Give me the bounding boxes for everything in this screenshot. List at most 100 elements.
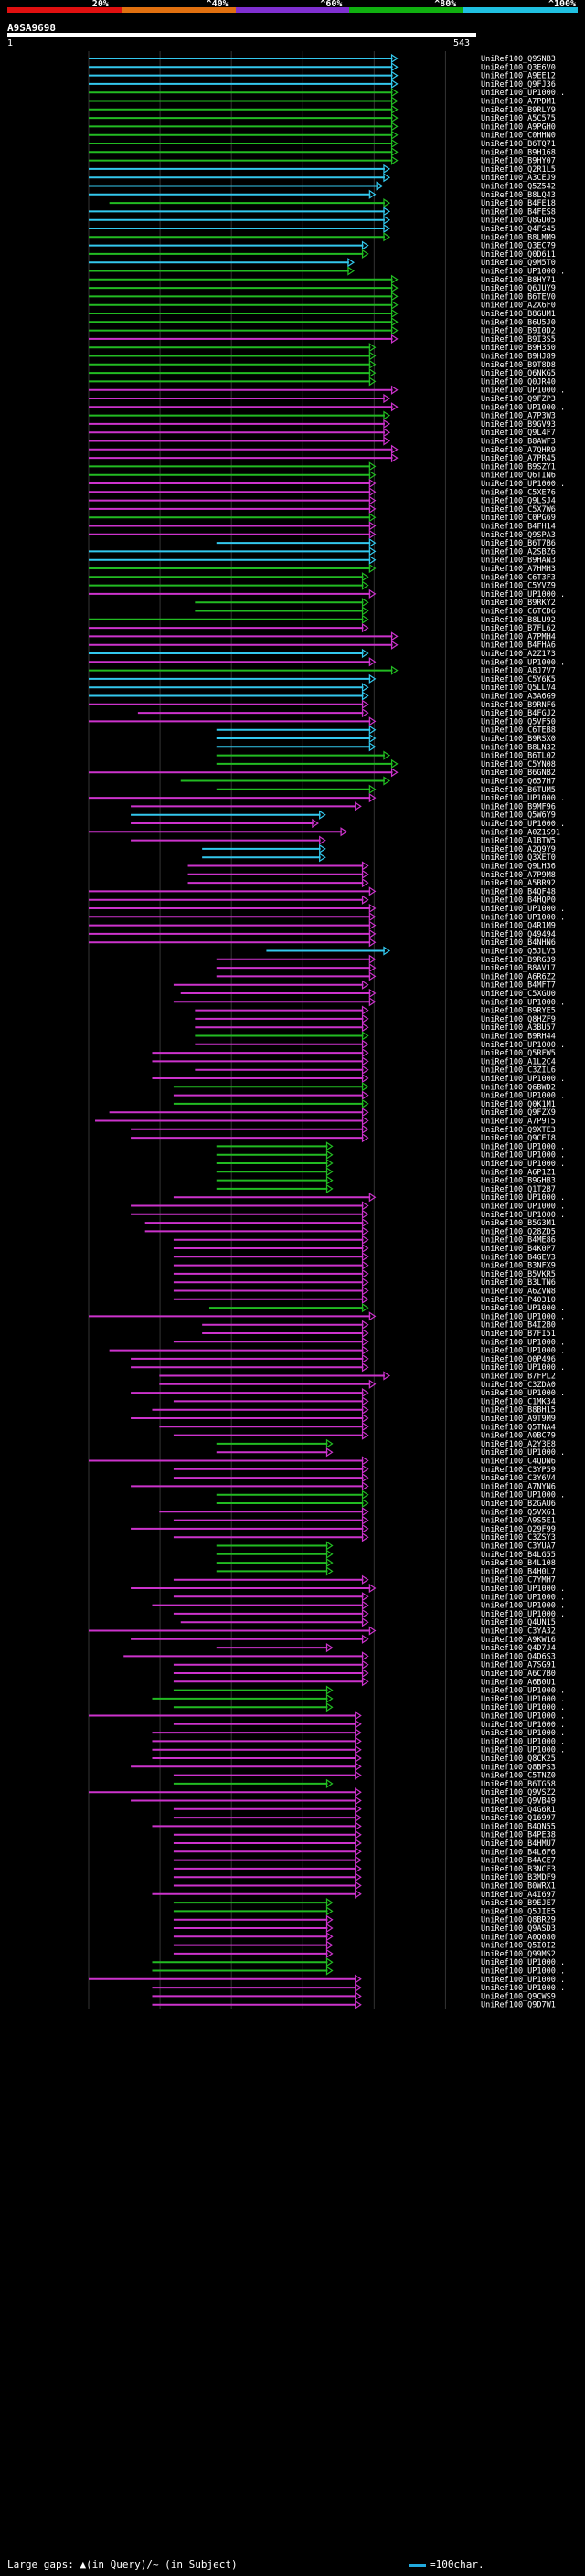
hit-label[interactable]: UniRef100_UP1000.. (481, 1593, 565, 1602)
hit-label[interactable]: UniRef100_B0WRX1 (481, 1882, 556, 1892)
hit-label[interactable]: UniRef100_Q9M5T0 (481, 259, 556, 268)
hit-label[interactable]: UniRef100_UP1000.. (481, 1363, 565, 1373)
hit-label[interactable]: UniRef100_C6T3F3 (481, 573, 556, 582)
hit-label[interactable]: UniRef100_C5YN08 (481, 760, 556, 769)
hit-label[interactable]: UniRef100_B9HJ89 (481, 353, 556, 362)
hit-label[interactable]: UniRef100_Q28ZD5 (481, 1227, 556, 1236)
hit-label[interactable]: UniRef100_A6C7B0 (481, 1670, 556, 1679)
hit-label[interactable]: UniRef100_A0Q080 (481, 1933, 556, 1942)
hit-label[interactable]: UniRef100_B2GAU6 (481, 1500, 556, 1509)
hit-label[interactable]: UniRef100_A6B0U1 (481, 1678, 556, 1687)
hit-label[interactable]: UniRef100_B4FHA6 (481, 641, 556, 651)
hit-label[interactable]: UniRef100_A2SBZ6 (481, 547, 556, 557)
hit-label[interactable]: UniRef100_B5VKR5 (481, 1270, 556, 1279)
hit-label[interactable]: UniRef100_UP1000.. (481, 1203, 565, 1212)
hit-label[interactable]: UniRef100_A2Y3E8 (481, 1440, 556, 1449)
hit-label[interactable]: UniRef100_UP1000.. (481, 1160, 565, 1169)
hit-label[interactable]: UniRef100_Q4G6R1 (481, 1806, 556, 1815)
hit-label[interactable]: UniRef100_C5XGU0 (481, 990, 556, 999)
hit-label[interactable]: UniRef100_C6TCD6 (481, 608, 556, 617)
hit-label[interactable]: UniRef100_UP1000.. (481, 89, 565, 98)
hit-label[interactable]: UniRef100_B6U5J0 (481, 318, 556, 327)
hit-label[interactable]: UniRef100_B9I0D2 (481, 327, 556, 336)
hit-label[interactable]: UniRef100_A9EE12 (481, 72, 556, 81)
hit-label[interactable]: UniRef100_B8HY71 (481, 276, 556, 285)
hit-label[interactable]: UniRef100_UP1000.. (481, 1737, 565, 1746)
hit-label[interactable]: UniRef100_B8LU92 (481, 616, 556, 625)
hit-label[interactable]: UniRef100_B8LMM9 (481, 233, 556, 242)
hit-label[interactable]: UniRef100_UP1000.. (481, 1304, 565, 1313)
hit-label[interactable]: UniRef100_Q6TIN6 (481, 472, 556, 481)
hit-label[interactable]: UniRef100_Q4FS45 (481, 225, 556, 234)
hit-label[interactable]: UniRef100_B4H0L7 (481, 1567, 556, 1576)
hit-label[interactable]: UniRef100_B4FH14 (481, 523, 556, 532)
hit-label[interactable]: UniRef100_UP1000.. (481, 1389, 565, 1398)
hit-label[interactable]: UniRef100_C6TEB8 (481, 726, 556, 736)
hit-label[interactable]: UniRef100_B9RG39 (481, 956, 556, 965)
hit-label[interactable]: UniRef100_A3A6G9 (481, 693, 556, 702)
hit-label[interactable]: UniRef100_B3LTN6 (481, 1278, 556, 1288)
hit-label[interactable]: UniRef100_UP1000.. (481, 1967, 565, 1977)
hit-label[interactable]: UniRef100_Q9VB49 (481, 1797, 556, 1807)
hit-label[interactable]: UniRef100_C7YMH7 (481, 1576, 556, 1585)
hit-label[interactable]: UniRef100_UP1000.. (481, 1703, 565, 1712)
hit-label[interactable]: UniRef100_C4QDN6 (481, 1458, 556, 1467)
hit-label[interactable]: UniRef100_Q9FJ36 (481, 80, 556, 90)
hit-label[interactable]: UniRef100_UP1000.. (481, 1695, 565, 1704)
hit-label[interactable]: UniRef100_B8AV17 (481, 964, 556, 973)
hit-label[interactable]: UniRef100_Q6NKG5 (481, 369, 556, 378)
hit-label[interactable]: UniRef100_B9RH44 (481, 1033, 556, 1042)
hit-label[interactable]: UniRef100_Q16997 (481, 1814, 556, 1823)
hit-label[interactable]: UniRef100_UP1000.. (481, 1491, 565, 1500)
hit-label[interactable]: UniRef100_UP1000.. (481, 1193, 565, 1203)
hit-label[interactable]: UniRef100_Q5TNA4 (481, 1423, 556, 1432)
hit-label[interactable]: UniRef100_B5G3M1 (481, 1219, 556, 1228)
hit-label[interactable]: UniRef100_Q5JLV3 (481, 948, 556, 957)
hit-label[interactable]: UniRef100_Q3XET0 (481, 853, 556, 863)
hit-label[interactable]: UniRef100_UP1000.. (481, 913, 565, 922)
hit-label[interactable]: UniRef100_B9RNF6 (481, 701, 556, 710)
hit-label[interactable]: UniRef100_A7P9T5 (481, 1118, 556, 1127)
hit-label[interactable]: UniRef100_UP1000.. (481, 1984, 565, 1993)
hit-label[interactable]: UniRef100_UP1000.. (481, 820, 565, 829)
hit-label[interactable]: UniRef100_B9SZY1 (481, 462, 556, 472)
hit-label[interactable]: UniRef100_UP1000.. (481, 1312, 565, 1321)
hit-label[interactable]: UniRef100_A7SG91 (481, 1661, 556, 1670)
hit-label[interactable]: UniRef100_Q4D7J4 (481, 1644, 556, 1653)
hit-label[interactable]: UniRef100_B4GEV3 (481, 1253, 556, 1262)
hit-label[interactable]: UniRef100_B9MF96 (481, 802, 556, 811)
hit-label[interactable]: UniRef100_Q9FZP3 (481, 395, 556, 404)
hit-label[interactable]: UniRef100_B4QN55 (481, 1822, 556, 1831)
hit-label[interactable]: UniRef100_Q49494 (481, 930, 556, 939)
hit-label[interactable]: UniRef100_B8BH15 (481, 1406, 556, 1415)
hit-label[interactable]: UniRef100_Q1T2B7 (481, 1185, 556, 1194)
hit-label[interactable]: UniRef100_C3Y6V4 (481, 1474, 556, 1483)
hit-label[interactable]: UniRef100_B9GHB3 (481, 1177, 556, 1186)
hit-label[interactable]: UniRef100_UP1000.. (481, 1976, 565, 1985)
hit-label[interactable]: UniRef100_A7P3W3 (481, 412, 556, 421)
hit-label[interactable]: UniRef100_UP1000.. (481, 998, 565, 1007)
hit-label[interactable]: UniRef100_B6TL02 (481, 752, 556, 761)
hit-label[interactable]: UniRef100_B9H350 (481, 344, 556, 353)
hit-label[interactable]: UniRef100_B4FE18 (481, 199, 556, 208)
hit-label[interactable]: UniRef100_Q9XTE3 (481, 1126, 556, 1135)
hit-label[interactable]: UniRef100_Q9ASD3 (481, 1924, 556, 1934)
hit-label[interactable]: UniRef100_A3BU57 (481, 1023, 556, 1033)
hit-label[interactable]: UniRef100_Q6JUY9 (481, 284, 556, 293)
hit-label[interactable]: UniRef100_P40310 (481, 1296, 556, 1305)
hit-label[interactable]: UniRef100_A8J7V7 (481, 667, 556, 676)
hit-label[interactable]: UniRef100_UP1000.. (481, 1075, 565, 1084)
hit-label[interactable]: UniRef100_A1L2C4 (481, 1057, 556, 1066)
hit-label[interactable]: UniRef100_UP1000.. (481, 794, 565, 803)
hit-label[interactable]: UniRef100_B7FI51 (481, 1330, 556, 1339)
hit-label[interactable]: UniRef100_C3ZIL6 (481, 1066, 556, 1076)
hit-label[interactable]: UniRef100_Q29F99 (481, 1525, 556, 1534)
hit-label[interactable]: UniRef100_Q9FZX9 (481, 1108, 556, 1118)
hit-label[interactable]: UniRef100_B9I3S5 (481, 335, 556, 345)
hit-label[interactable]: UniRef100_Q5LLV4 (481, 684, 556, 693)
hit-label[interactable]: UniRef100_B4FGJ2 (481, 709, 556, 718)
hit-label[interactable]: UniRef100_B4I2B0 (481, 1321, 556, 1330)
hit-label[interactable]: UniRef100_Q9CWS9 (481, 1992, 556, 2001)
hit-label[interactable]: UniRef100_UP1000.. (481, 658, 565, 667)
hit-label[interactable]: UniRef100_A7PMH4 (481, 632, 556, 641)
